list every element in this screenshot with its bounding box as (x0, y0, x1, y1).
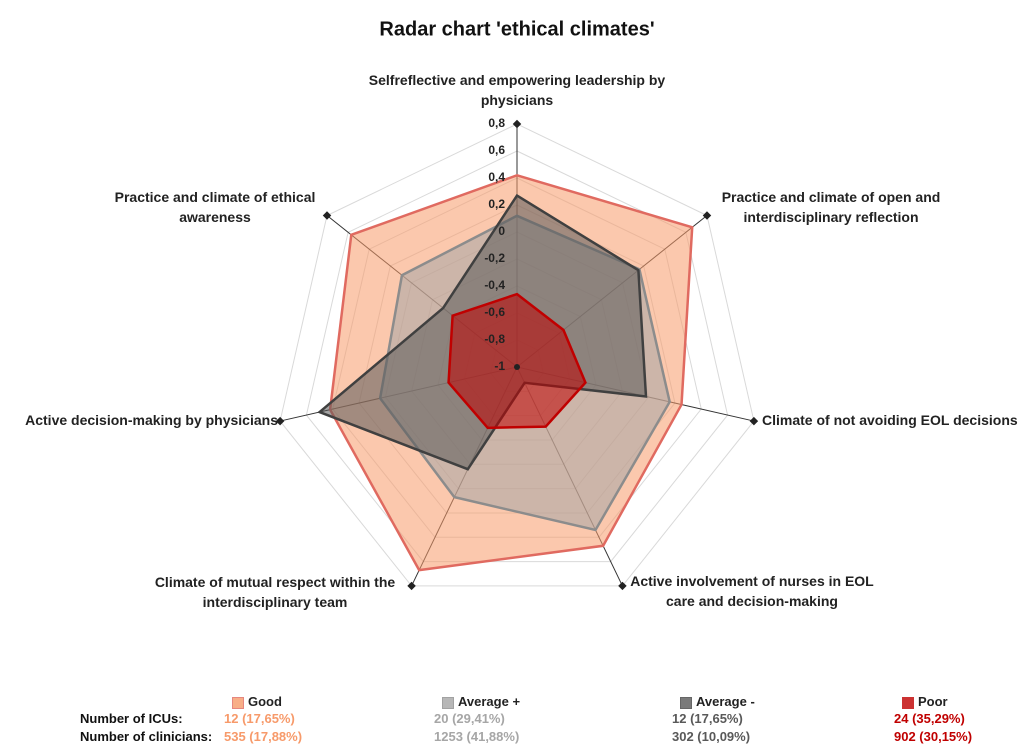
table-cell: 535 (17,88%) (224, 729, 303, 744)
y-tick-label: -1 (494, 359, 505, 373)
legend-label: Poor (918, 694, 948, 709)
axis-end (322, 211, 332, 220)
chart-title: Radar chart 'ethical climates' (379, 18, 654, 40)
y-tick-label: -0,2 (484, 251, 505, 265)
table-cell: 12 (17,65%) (224, 711, 295, 726)
axis-end (275, 416, 285, 426)
legend-swatch (902, 697, 914, 709)
table-cell: 12 (17,65%) (672, 711, 743, 726)
axis-label: Selfreflective and empowering leadership… (368, 72, 666, 108)
table-cell: 24 (35,29%) (894, 711, 965, 726)
table-cell: 1253 (41,88%) (434, 729, 520, 744)
y-tick-label: 0,8 (488, 116, 505, 130)
axis-label: Active involvement of nurses in EOL care… (630, 573, 874, 609)
legend-label: Good (248, 694, 282, 709)
axis-label: Practice and climate of open and interdi… (721, 189, 941, 225)
table-cell: 20 (29,41%) (434, 711, 505, 726)
table-cell: 902 (30,15%) (894, 729, 973, 744)
axis-end (749, 416, 759, 426)
grid-ring (305, 150, 729, 563)
radar-area (447, 292, 587, 430)
axis-end (512, 119, 522, 129)
legend-swatch (232, 697, 244, 709)
axis-label: Practice and climate of ethical awarenes… (114, 189, 316, 225)
axis-end (407, 581, 416, 591)
axis-end (618, 581, 627, 591)
row-label: Number of clinicians: (80, 729, 213, 744)
row-label: Number of ICUs: (80, 711, 183, 726)
axis-label: Climate of mutual respect within the int… (154, 574, 396, 610)
legend-label: Average - (696, 694, 755, 709)
table-cell: 302 (10,09%) (672, 729, 751, 744)
y-tick-label: 0,4 (488, 170, 505, 184)
legend-label: Average + (458, 694, 521, 709)
axis-label: Climate of not avoiding EOL decisions (762, 412, 1018, 428)
y-tick-label: 0,6 (488, 143, 505, 157)
y-tick-label: -0,6 (484, 305, 505, 319)
y-tick-label: -0,4 (484, 278, 505, 292)
grid-ring (279, 123, 755, 587)
axis-label: Active decision-making by physicians (25, 412, 278, 428)
center (514, 364, 520, 370)
y-tick-label: 0,2 (488, 197, 505, 211)
legend-swatch (680, 697, 692, 709)
legend-swatch (442, 697, 454, 709)
y-tick-label: -0,8 (484, 332, 505, 346)
y-tick-label: 0 (498, 224, 505, 238)
